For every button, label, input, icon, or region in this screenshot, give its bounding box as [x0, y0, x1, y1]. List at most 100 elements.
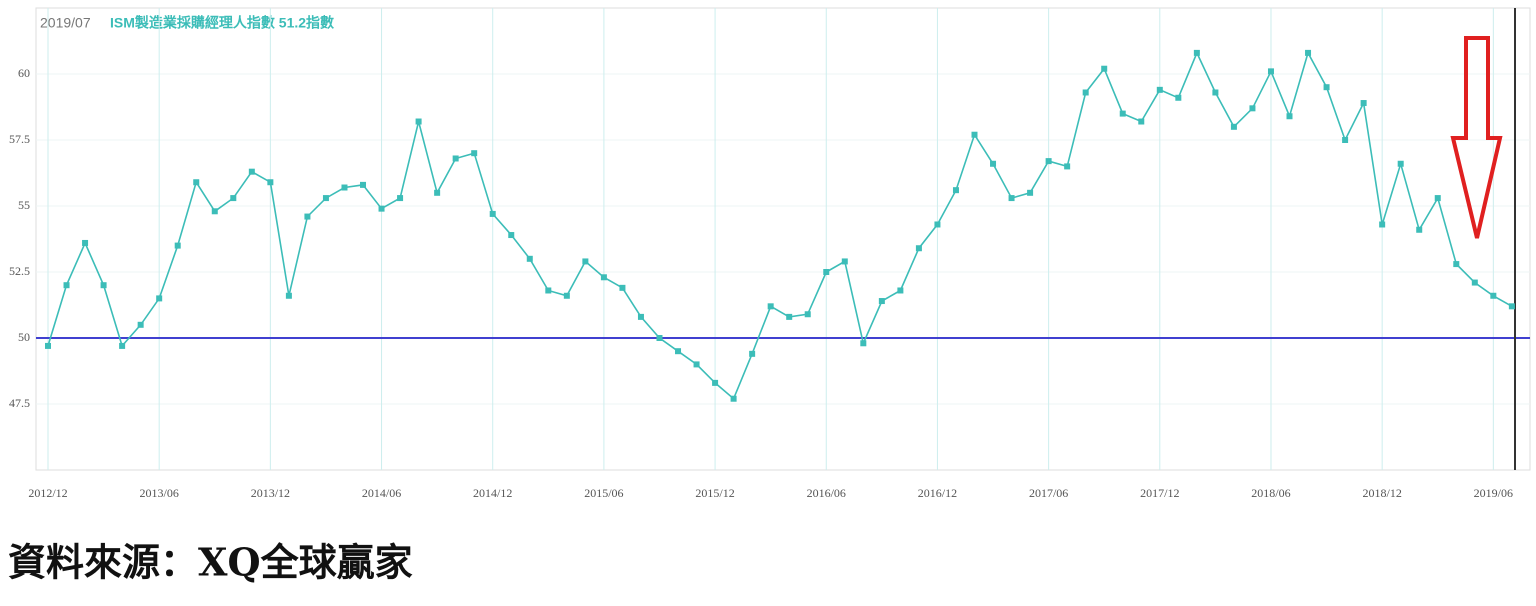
- data-point: [1416, 226, 1423, 233]
- data-point: [1138, 118, 1145, 125]
- data-point: [712, 379, 719, 386]
- x-tick-label: 2018/06: [1251, 486, 1290, 500]
- data-point: [1397, 160, 1404, 167]
- data-point: [508, 232, 515, 239]
- data-point: [1360, 100, 1367, 107]
- x-tick-label: 2013/06: [140, 486, 179, 500]
- data-point: [471, 150, 478, 157]
- data-point: [693, 361, 700, 368]
- data-point: [804, 311, 811, 318]
- data-point: [1490, 292, 1497, 299]
- data-point: [767, 303, 774, 310]
- data-point: [563, 292, 570, 299]
- y-tick-label: 60: [18, 66, 30, 80]
- data-point: [452, 155, 459, 162]
- data-point: [878, 298, 885, 305]
- data-point: [360, 181, 367, 188]
- x-tick-label: 2016/12: [918, 486, 957, 500]
- data-point: [823, 269, 830, 275]
- x-tick-label: 2015/06: [584, 486, 623, 500]
- data-point: [1379, 221, 1386, 228]
- data-point: [156, 295, 163, 302]
- data-point: [230, 195, 237, 202]
- data-point: [1212, 89, 1219, 96]
- y-tick-label: 50: [18, 330, 30, 344]
- data-point: [397, 195, 404, 202]
- data-point: [600, 274, 607, 281]
- data-point: [860, 340, 867, 347]
- data-point: [952, 187, 959, 194]
- data-point: [1471, 279, 1478, 286]
- data-point: [119, 342, 126, 349]
- data-point: [786, 313, 793, 320]
- x-tick-label: 2015/12: [695, 486, 734, 500]
- data-point: [990, 160, 997, 167]
- data-point: [1453, 261, 1460, 268]
- data-point: [248, 168, 255, 175]
- data-point: [656, 335, 663, 341]
- date-label: 2019/07: [40, 15, 91, 31]
- data-point: [1508, 303, 1515, 310]
- data-point: [675, 348, 682, 355]
- y-tick-label: 55: [18, 198, 30, 212]
- data-point: [45, 342, 51, 349]
- data-point: [582, 258, 589, 265]
- data-point: [1193, 49, 1200, 56]
- data-point: [63, 282, 70, 289]
- data-point: [193, 179, 200, 186]
- data-point: [730, 395, 737, 402]
- data-point: [1045, 158, 1052, 165]
- data-point: [841, 258, 848, 265]
- data-point: [1267, 68, 1274, 75]
- y-tick-label: 57.5: [9, 132, 30, 146]
- plot-frame: [35, 7, 1531, 471]
- y-tick-label: 52.5: [9, 264, 30, 278]
- x-tick-label: 2012/12: [28, 486, 67, 500]
- data-point: [526, 255, 533, 262]
- source-note: 資料來源：XQ全球贏家: [8, 540, 413, 585]
- down-arrow: [1450, 36, 1503, 239]
- data-point: [1101, 65, 1108, 72]
- data-point: [1064, 163, 1071, 170]
- data-point: [137, 321, 144, 328]
- data-point: [1249, 105, 1256, 112]
- x-tick-label: 2018/12: [1362, 486, 1401, 500]
- data-point: [1008, 195, 1015, 202]
- data-point: [749, 350, 756, 357]
- y-tick-label: 47.5: [9, 396, 30, 410]
- data-point: [1082, 89, 1089, 96]
- data-point: [285, 292, 292, 299]
- data-point: [915, 245, 922, 252]
- x-tick-label: 2013/12: [251, 486, 290, 500]
- data-point: [267, 179, 274, 186]
- data-point: [378, 205, 385, 212]
- data-point: [415, 118, 422, 125]
- data-point: [619, 284, 626, 291]
- data-point: [100, 282, 107, 289]
- data-point: [304, 213, 311, 220]
- data-point: [1027, 189, 1034, 196]
- data-point: [434, 189, 441, 196]
- data-point: [82, 239, 89, 246]
- data-point: [1434, 195, 1441, 202]
- data-point: [1286, 113, 1293, 120]
- data-point: [322, 195, 329, 202]
- x-tick-label: 2019/06: [1474, 486, 1513, 500]
- data-point: [1156, 86, 1163, 93]
- x-tick-label: 2014/12: [473, 486, 512, 500]
- x-tick-label: 2017/06: [1029, 486, 1068, 500]
- data-point: [934, 221, 941, 228]
- x-tick-label: 2017/12: [1140, 486, 1179, 500]
- data-point: [1305, 49, 1312, 56]
- data-point: [1323, 84, 1330, 91]
- data-point: [1342, 137, 1349, 143]
- data-point: [637, 313, 644, 320]
- data-point: [1119, 110, 1126, 117]
- data-point: [341, 184, 348, 191]
- x-tick-label: 2014/06: [362, 486, 401, 500]
- data-point: [211, 208, 218, 215]
- data-point: [1230, 123, 1237, 130]
- series-line: [47, 50, 1513, 401]
- data-point: [489, 210, 496, 217]
